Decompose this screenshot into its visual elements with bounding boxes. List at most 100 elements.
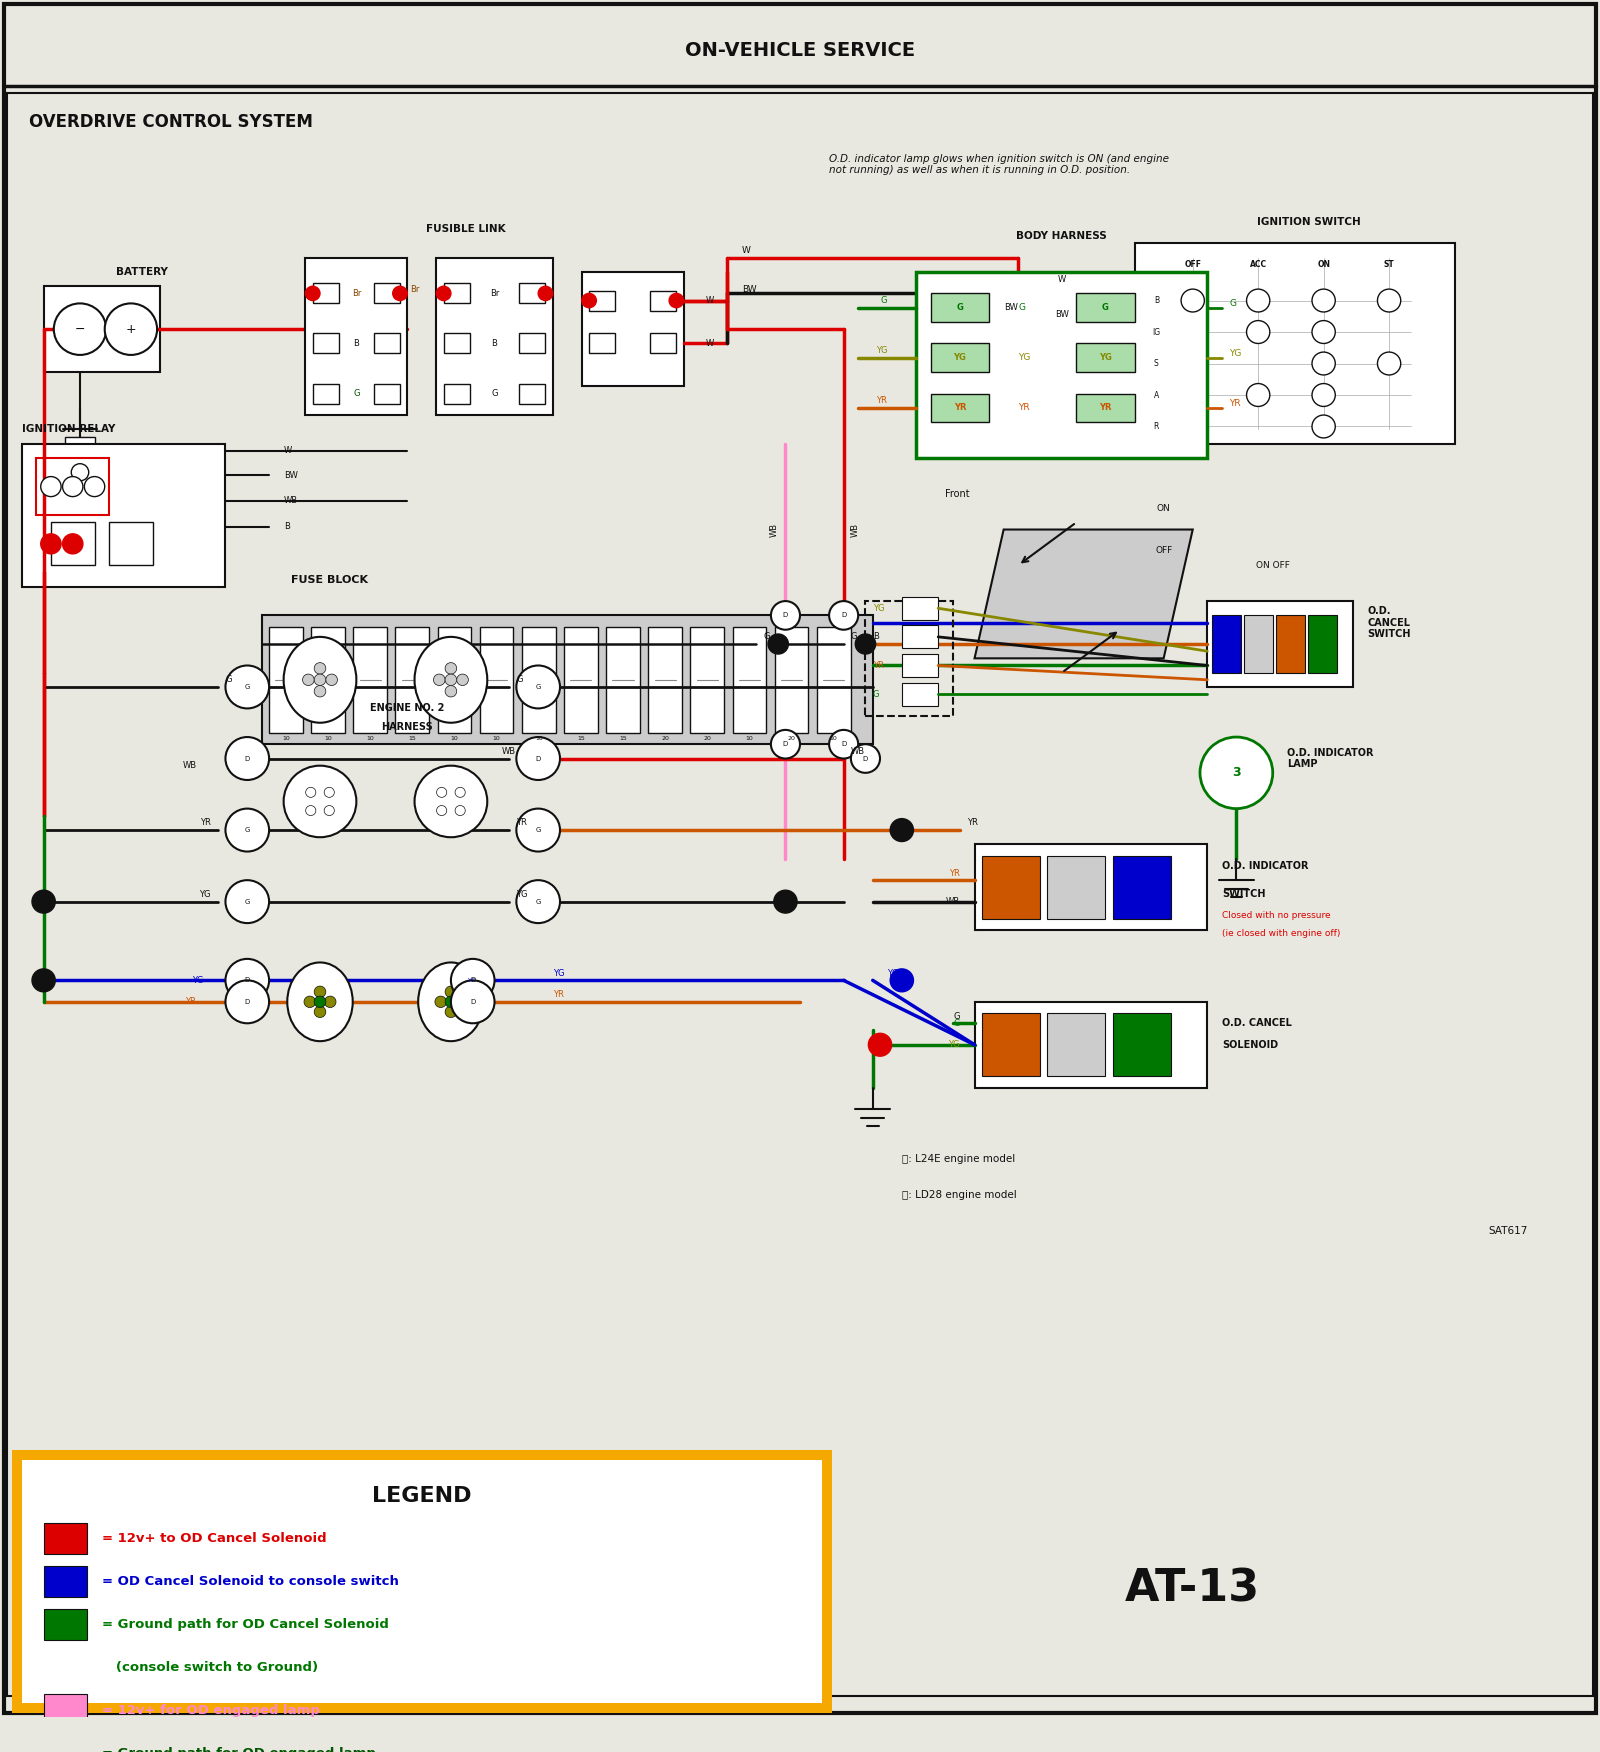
Bar [866,601,952,715]
Circle shape [314,662,326,675]
Text: YG: YG [192,976,203,985]
Circle shape [62,477,83,496]
Bar [443,333,470,354]
Text: ⓓ: LD28 engine model: ⓓ: LD28 engine model [902,1190,1016,1200]
Text: YR: YR [1099,403,1112,412]
Circle shape [1312,352,1336,375]
Text: 20: 20 [704,736,710,741]
Text: 20: 20 [661,736,669,741]
Circle shape [437,787,446,797]
Text: 10: 10 [534,736,542,741]
Text: YR: YR [552,990,563,999]
Text: G: G [517,675,523,685]
Circle shape [314,997,326,1007]
Bar [582,272,683,387]
Circle shape [856,634,875,653]
Bar [1112,855,1171,918]
Bar [269,627,302,732]
Bar [902,597,938,620]
Text: G: G [226,675,232,685]
Text: LEGEND: LEGEND [373,1486,472,1505]
Circle shape [226,981,269,1023]
Text: FUSIBLE LINK: FUSIBLE LINK [426,224,506,235]
Text: YG: YG [954,354,966,363]
Text: (console switch to Ground): (console switch to Ground) [102,1661,318,1673]
Text: +: + [125,322,136,336]
Bar [1112,1013,1171,1076]
Text: YG: YG [517,890,528,899]
Text: 15: 15 [408,736,416,741]
Bar [931,293,989,322]
Bar [520,284,546,303]
Text: Br: Br [410,284,419,294]
Bar [43,1738,88,1752]
Text: OFF: OFF [1155,547,1173,555]
Bar [43,1694,88,1726]
Text: G: G [1229,300,1237,308]
Circle shape [104,303,157,356]
Circle shape [306,286,320,301]
Circle shape [582,293,597,308]
Text: O.D. CANCEL: O.D. CANCEL [1222,1018,1291,1028]
Circle shape [869,1034,891,1056]
Text: YR: YR [949,869,960,878]
Text: B: B [283,522,290,531]
Circle shape [829,601,858,629]
Text: B: B [1154,296,1158,305]
Text: IG: IG [1152,328,1160,336]
Circle shape [456,675,469,685]
Text: A: A [1154,391,1158,399]
Text: YG: YG [1099,354,1112,363]
Text: HARNESS: HARNESS [381,722,434,732]
Text: WB: WB [770,522,778,536]
Text: WB: WB [946,897,960,906]
Text: ST: ST [1384,261,1395,270]
Bar [354,627,387,732]
Bar [306,258,408,415]
Text: BATTERY: BATTERY [117,266,168,277]
Text: B: B [872,632,878,641]
Text: S: S [1154,359,1158,368]
Text: Br: Br [352,289,362,298]
Circle shape [226,738,269,780]
Circle shape [445,997,456,1007]
Circle shape [890,818,914,841]
Circle shape [40,477,61,496]
Circle shape [304,997,315,1007]
Circle shape [1312,289,1336,312]
Text: Ⓖ: L24E engine model: Ⓖ: L24E engine model [902,1155,1014,1165]
Bar [1307,615,1336,673]
Text: = Ground path for OD engaged lamp: = Ground path for OD engaged lamp [102,1747,376,1752]
Text: YR: YR [1018,403,1030,412]
Bar [982,855,1040,918]
Circle shape [771,601,800,629]
Bar [1243,615,1272,673]
Bar [312,333,339,354]
Bar [438,627,472,732]
Circle shape [72,464,88,480]
Bar [1077,394,1134,422]
Bar [606,627,640,732]
Text: D: D [536,755,541,762]
Circle shape [669,293,683,308]
Bar [437,258,552,415]
Ellipse shape [283,766,357,837]
Bar [480,627,514,732]
Text: G: G [245,899,250,904]
Text: IGNITION SWITCH: IGNITION SWITCH [1258,217,1362,226]
Text: ON-VEHICLE SERVICE: ON-VEHICLE SERVICE [685,40,915,60]
Circle shape [54,303,106,356]
Text: O.D.
CANCEL
SWITCH: O.D. CANCEL SWITCH [1368,606,1411,639]
Text: G: G [1018,303,1026,312]
Circle shape [62,534,83,554]
Circle shape [1246,321,1270,343]
Text: 10: 10 [746,736,754,741]
Text: G: G [536,683,541,690]
Circle shape [314,986,326,997]
Text: AT-13: AT-13 [1125,1566,1261,1610]
Circle shape [32,969,56,992]
Circle shape [226,666,269,708]
Circle shape [829,731,858,759]
Circle shape [435,997,446,1007]
Text: 10: 10 [830,736,837,741]
